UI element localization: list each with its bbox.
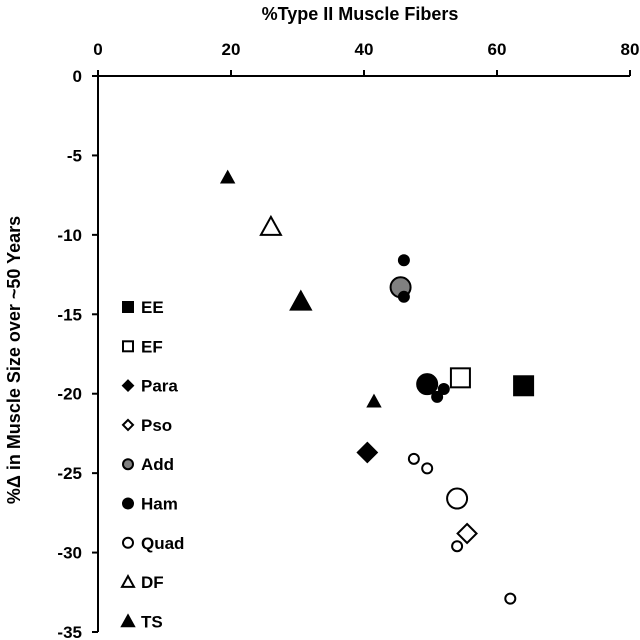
legend-marker-df xyxy=(120,574,136,588)
point-ee xyxy=(513,375,535,397)
x-tick-label: 20 xyxy=(222,40,241,59)
point-ham xyxy=(397,290,410,303)
x-tick-label: 60 xyxy=(488,40,507,59)
y-tick-label: 0 xyxy=(73,67,82,86)
legend-label-ts: TS xyxy=(141,612,163,631)
legend-marker-ee xyxy=(122,301,134,313)
legend-marker-para xyxy=(121,379,135,393)
legend-marker-ham xyxy=(122,497,134,510)
point-ham xyxy=(416,373,439,396)
y-tick-label: -35 xyxy=(57,623,82,640)
legend-label-pso: Pso xyxy=(141,416,172,435)
y-tick-label: -25 xyxy=(57,464,82,483)
axes: 0 20 40 60 80 0 -5 -10 -15 -20 -25 -30 -35 xyxy=(57,40,639,640)
point-df xyxy=(259,214,283,236)
point-ham xyxy=(431,390,444,403)
point-quad xyxy=(451,540,464,553)
y-tick-label: -30 xyxy=(57,544,82,563)
point-quad xyxy=(504,592,517,605)
point-quad xyxy=(421,462,434,475)
y-tick-label: -5 xyxy=(67,146,82,165)
legend-label-ef: EF xyxy=(141,337,163,356)
point-para xyxy=(356,441,379,464)
legend-marker-ef xyxy=(122,340,134,353)
data-points xyxy=(219,169,535,605)
y-tick-label: -15 xyxy=(57,305,82,324)
point-pso xyxy=(456,522,478,545)
point-ham xyxy=(397,254,410,267)
point-ef xyxy=(449,367,471,389)
legend-label-ham: Ham xyxy=(141,495,178,514)
legend-marker-quad xyxy=(122,536,134,549)
y-axis-title: %Δ in Muscle Size over ~50 Years xyxy=(4,216,24,504)
legend: EE EF Para Pso Add Ham Quad DF TS xyxy=(120,298,184,631)
x-tick-label: 0 xyxy=(93,40,102,59)
x-axis-title: %Type II Muscle Fibers xyxy=(262,4,459,24)
y-tick-label: -20 xyxy=(57,385,82,404)
x-tick-label: 40 xyxy=(355,40,374,59)
x-tick-label: 80 xyxy=(621,40,640,59)
point-ts xyxy=(366,393,382,408)
point-quad xyxy=(446,487,469,510)
legend-marker-add xyxy=(122,458,134,471)
point-ham xyxy=(437,382,450,395)
y-tick-label: -10 xyxy=(57,226,82,245)
point-ts xyxy=(289,289,313,311)
legend-marker-pso xyxy=(121,418,135,432)
legend-label-add: Add xyxy=(141,455,174,474)
point-quad xyxy=(407,452,420,465)
legend-label-ee: EE xyxy=(141,298,164,317)
legend-label-df: DF xyxy=(141,573,164,592)
legend-label-para: Para xyxy=(141,377,178,396)
legend-marker-ts xyxy=(120,613,136,628)
legend-label-quad: Quad xyxy=(141,534,184,553)
point-ts xyxy=(219,169,236,184)
